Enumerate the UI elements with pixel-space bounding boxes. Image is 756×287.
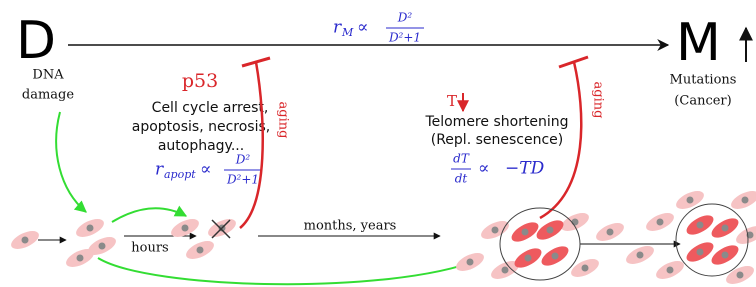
- p53-effect: autophagy...: [158, 138, 244, 154]
- aging-label: aging: [276, 102, 291, 139]
- nucleus: [722, 225, 729, 232]
- clone-outline: [500, 208, 580, 280]
- damage-text: damage: [22, 88, 74, 103]
- telomere-symbol: T: [447, 92, 457, 110]
- nucleus: [197, 247, 204, 254]
- formula: r apopt ∝ D² D²+1: [155, 153, 262, 187]
- formula-rel: ∝: [478, 159, 490, 179]
- nucleus: [547, 227, 554, 234]
- telomere-text: Telomere shortening: [424, 114, 568, 130]
- nucleus: [87, 225, 94, 232]
- mutation-text: Mutations: [670, 73, 737, 88]
- formula-rel: ∝: [200, 160, 212, 180]
- nucleus: [657, 219, 664, 226]
- aging-label: aging: [591, 82, 606, 119]
- nucleus: [99, 243, 106, 250]
- p53-effect: Cell cycle arrest,: [152, 100, 269, 116]
- p53-label: p53: [182, 70, 218, 92]
- nucleus: [697, 249, 704, 256]
- nucleus: [522, 229, 529, 236]
- formula: dT dt ∝ −TD: [451, 152, 545, 186]
- nucleus: [525, 255, 532, 262]
- green-arrow: [112, 208, 186, 222]
- formula-lhs: r: [155, 160, 164, 180]
- inhibitor-bar: [559, 57, 588, 67]
- nucleus: [502, 267, 509, 274]
- nucleus: [492, 227, 499, 234]
- formula-sub: M: [341, 26, 354, 39]
- nucleus: [637, 252, 644, 259]
- formula-num: D²: [397, 11, 413, 25]
- nucleus: [582, 265, 589, 272]
- telomere-text: (Repl. senescence): [431, 132, 564, 148]
- nucleus: [722, 252, 729, 259]
- nucleus: [552, 253, 559, 260]
- p53-effect: apoptosis, necrosis,: [132, 119, 270, 135]
- nucleus: [572, 219, 579, 226]
- damage-letter: D: [16, 11, 56, 71]
- cells: [8, 187, 756, 287]
- nucleus: [687, 197, 694, 204]
- damage-text: DNA: [32, 68, 64, 83]
- nucleus: [77, 255, 84, 262]
- formula: r M ∝ D² D²+1: [333, 11, 424, 45]
- formula-num: D²: [235, 153, 251, 167]
- nucleus: [742, 197, 749, 204]
- nucleus: [697, 222, 704, 229]
- diagram: D M DNA damage Mutations (Cancer) r M ∝ …: [0, 0, 756, 287]
- nucleus: [667, 267, 674, 274]
- nucleus: [607, 229, 614, 236]
- formula-num: dT: [453, 152, 470, 166]
- formula-den: D²+1: [226, 173, 259, 187]
- formula-rhs: −TD: [505, 159, 545, 179]
- formula-lhs: r: [333, 18, 342, 38]
- months-label: months, years: [304, 219, 397, 234]
- nucleus: [467, 259, 474, 266]
- formula-rel: ∝: [357, 18, 369, 38]
- formula-sub: apopt: [164, 168, 196, 181]
- mutation-letter: M: [676, 13, 721, 73]
- mutation-text: (Cancer): [674, 94, 731, 109]
- nucleus: [22, 237, 29, 244]
- hours-label: hours: [131, 241, 168, 256]
- formula-den: D²+1: [388, 31, 421, 45]
- green-arrow: [56, 112, 86, 212]
- nucleus: [182, 225, 189, 232]
- formula-den: dt: [455, 172, 468, 186]
- green-arrow: [98, 258, 478, 284]
- nucleus: [737, 272, 744, 279]
